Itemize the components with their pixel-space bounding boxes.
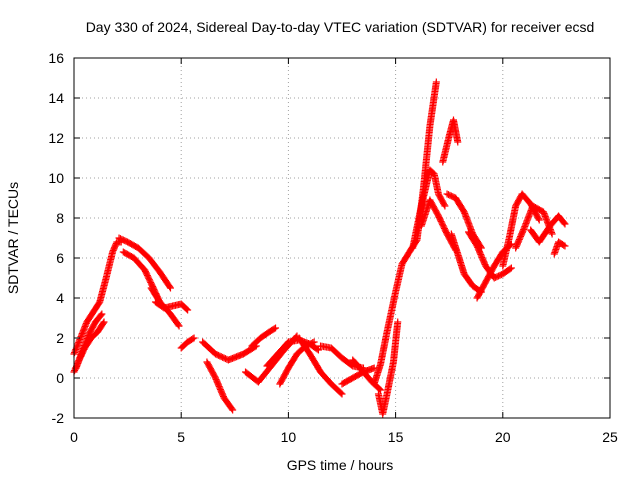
x-tick-label: 5 bbox=[177, 429, 185, 445]
data-point bbox=[561, 242, 569, 250]
data-point bbox=[440, 201, 448, 209]
x-tick-label: 0 bbox=[70, 429, 78, 445]
data-point bbox=[560, 219, 568, 227]
data-point bbox=[560, 241, 568, 249]
data-point bbox=[313, 345, 321, 353]
y-tick-label: 14 bbox=[48, 90, 64, 106]
y-tick-label: 8 bbox=[56, 210, 64, 226]
data-point bbox=[229, 406, 237, 414]
y-tick-label: -2 bbox=[52, 410, 65, 426]
data-point bbox=[314, 346, 322, 354]
data-point bbox=[394, 318, 402, 326]
y-tick-label: 6 bbox=[56, 250, 64, 266]
grid bbox=[74, 58, 610, 418]
data-point bbox=[175, 322, 183, 330]
y-tick-label: 2 bbox=[56, 330, 64, 346]
data-point bbox=[535, 215, 543, 223]
data-point bbox=[377, 386, 385, 394]
data-point bbox=[270, 325, 278, 333]
x-tick-label: 25 bbox=[602, 429, 618, 445]
x-axis-label: GPS time / hours bbox=[287, 457, 394, 473]
data-point bbox=[97, 311, 105, 319]
data-point bbox=[98, 310, 106, 318]
y-tick-label: 16 bbox=[48, 50, 64, 66]
data-point bbox=[535, 216, 543, 224]
data-point bbox=[507, 264, 515, 272]
data-point bbox=[272, 324, 280, 332]
data-point bbox=[454, 138, 462, 146]
data-point bbox=[190, 334, 198, 342]
y-tick-label: 12 bbox=[48, 130, 64, 146]
data-point bbox=[432, 78, 440, 86]
x-tick-label: 15 bbox=[388, 429, 404, 445]
data-point bbox=[506, 265, 514, 273]
data-point bbox=[183, 305, 191, 313]
data-point bbox=[174, 321, 182, 329]
data-points bbox=[70, 78, 569, 418]
axis-ticks: 0 5 10 15 20 25 -2 0 2 4 6 8 10 12 14 16 bbox=[48, 50, 618, 445]
data-point bbox=[561, 220, 569, 228]
data-point bbox=[166, 283, 174, 291]
data-point bbox=[228, 405, 236, 413]
data-point bbox=[337, 389, 345, 397]
data-point bbox=[166, 284, 174, 292]
data-point bbox=[338, 390, 346, 398]
y-tick-label: 0 bbox=[56, 370, 64, 386]
data-point bbox=[548, 230, 556, 238]
chart-title: Day 330 of 2024, Sidereal Day-to-day VTE… bbox=[86, 19, 595, 35]
y-axis-label: SDTVAR / TECUs bbox=[5, 182, 21, 294]
data-point bbox=[441, 202, 449, 210]
y-tick-label: 10 bbox=[48, 170, 64, 186]
data-point bbox=[99, 319, 107, 327]
data-point bbox=[310, 338, 318, 346]
data-point bbox=[376, 385, 384, 393]
data-point bbox=[184, 306, 192, 314]
data-point bbox=[309, 339, 317, 347]
x-tick-label: 20 bbox=[495, 429, 511, 445]
data-point bbox=[189, 335, 197, 343]
x-tick-label: 10 bbox=[281, 429, 297, 445]
plot-frame bbox=[73, 57, 611, 419]
data-point bbox=[100, 318, 108, 326]
y-tick-label: 4 bbox=[56, 290, 64, 306]
